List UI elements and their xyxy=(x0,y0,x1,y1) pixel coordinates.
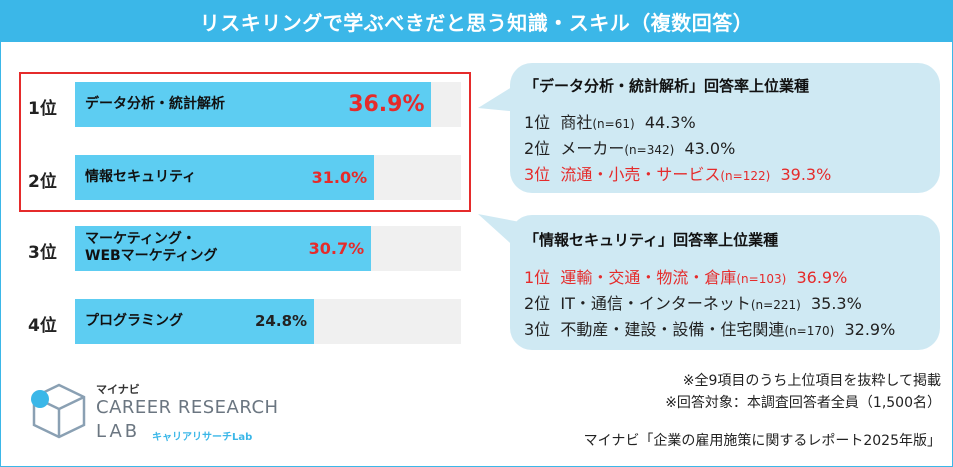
row-industry: 商社 xyxy=(560,113,593,132)
logo-sub: キャリアリサーチLab xyxy=(152,432,253,443)
callout-info-security: 「情報セキュリティ」回答率上位業種 1位 運輸・交通・物流・倉庫(n=103) … xyxy=(510,215,940,350)
callout-row: 2位 メーカー(n=342) 43.0% xyxy=(524,135,735,159)
bar-category-label: プログラミング xyxy=(85,313,183,329)
row-rank: 1位 xyxy=(524,268,551,287)
row-pct: 32.9% xyxy=(844,320,896,339)
bar-rank-label: 4位 xyxy=(28,316,57,336)
source-credit: マイナビ「企業の雇用施策に関するレポート2025年版」 xyxy=(583,433,941,449)
bar xyxy=(75,299,314,344)
row-n: (n=122) xyxy=(720,169,771,183)
row-rank: 2位 xyxy=(524,294,551,313)
callout-title: 「データ分析・統計解析」回答率上位業種 xyxy=(524,77,810,95)
row-rank: 3位 xyxy=(524,165,551,184)
bar xyxy=(75,226,371,271)
logo-line1: CAREER RESEARCH xyxy=(96,397,279,418)
bar-value-label: 36.9% xyxy=(348,91,425,117)
bar xyxy=(75,82,431,127)
chart-title: リスキリングで学ぶべきだと思う知識・スキル（複数回答） xyxy=(0,0,953,42)
row-rank: 2位 xyxy=(524,139,551,158)
bar-value-label: 31.0% xyxy=(311,167,368,187)
bar-track: データ分析・統計解析 36.9% xyxy=(75,82,461,127)
callout-title: 「情報セキュリティ」回答率上位業種 xyxy=(524,231,779,249)
callout-row: 1位 運輸・交通・物流・倉庫(n=103) 36.9% xyxy=(524,264,847,288)
row-industry: メーカー xyxy=(560,139,625,158)
row-industry: 運輸・交通・物流・倉庫 xyxy=(560,268,737,287)
bar-value-label: 24.8% xyxy=(255,312,308,330)
top2-highlight-box xyxy=(19,72,471,212)
row-n: (n=221) xyxy=(750,298,801,312)
bar-rank-label: 2位 xyxy=(28,172,57,192)
bar-track: マーケティング・ WEBマーケティング 30.7% xyxy=(75,226,461,271)
bar-track: プログラミング 24.8% xyxy=(75,299,461,344)
row-pct: 43.0% xyxy=(684,139,736,158)
bar-category-label: マーケティング・ WEBマーケティング xyxy=(85,231,218,264)
row-rank: 1位 xyxy=(524,113,551,132)
callout-row: 3位 不動産・建設・設備・住宅関連(n=170) 32.9% xyxy=(524,316,895,340)
bar-category-label: データ分析・統計解析 xyxy=(85,96,225,112)
bar-rank-label: 3位 xyxy=(28,243,57,263)
note-scope: ※全9項目のうち上位項目を抜粋して掲載 xyxy=(682,373,941,389)
bar-rank-label: 1位 xyxy=(28,99,57,119)
bar-value-label: 30.7% xyxy=(308,238,365,258)
bar xyxy=(75,155,374,200)
career-research-lab-logo-icon xyxy=(31,383,86,439)
logo-line2: LAB xyxy=(96,421,141,442)
row-industry: 流通・小売・サービス xyxy=(560,165,721,184)
row-pct: 39.3% xyxy=(780,165,832,184)
logo-brand: マイナビ xyxy=(96,383,140,396)
row-n: (n=61) xyxy=(592,117,635,131)
row-n: (n=103) xyxy=(736,272,787,286)
row-industry: 不動産・建設・設備・住宅関連 xyxy=(560,320,785,339)
row-industry: IT・通信・インターネット xyxy=(560,294,751,313)
row-pct: 35.3% xyxy=(810,294,862,313)
row-n: (n=342) xyxy=(624,143,675,157)
bar-track: 情報セキュリティ 31.0% xyxy=(75,155,461,200)
callout-row: 1位 商社(n=61) 44.3% xyxy=(524,109,696,133)
callout-data-analysis: 「データ分析・統計解析」回答率上位業種 1位 商社(n=61) 44.3% 2位… xyxy=(510,63,940,193)
row-pct: 36.9% xyxy=(796,268,848,287)
row-pct: 44.3% xyxy=(644,113,696,132)
callout-row: 3位 流通・小売・サービス(n=122) 39.3% xyxy=(524,161,831,185)
note-respondents: ※回答対象：本調査回答者全員（1,500名） xyxy=(665,395,941,411)
bar-category-label: 情報セキュリティ xyxy=(85,169,197,185)
row-rank: 3位 xyxy=(524,320,551,339)
callout-row: 2位 IT・通信・インターネット(n=221) 35.3% xyxy=(524,290,862,314)
row-n: (n=170) xyxy=(784,324,835,338)
